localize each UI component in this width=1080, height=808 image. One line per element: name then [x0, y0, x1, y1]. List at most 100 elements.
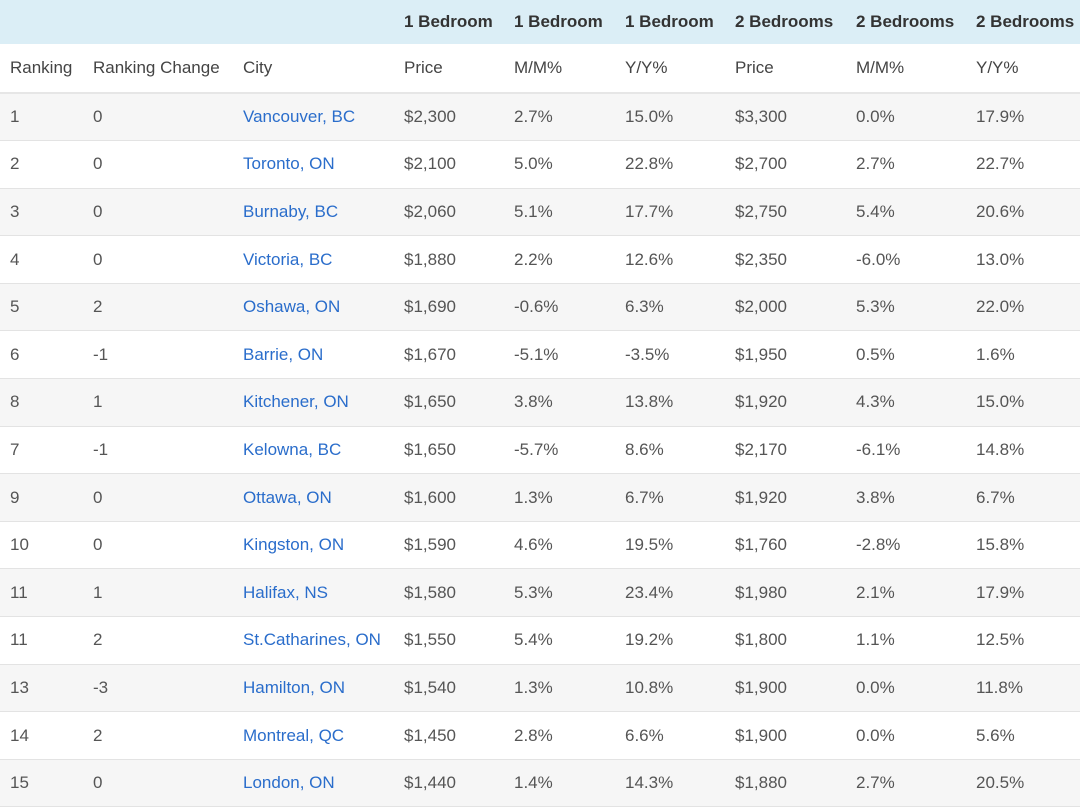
table-row: 15 0 London, ON $1,440 1.4% 14.3% $1,880 2.7% 20… [0, 759, 1080, 808]
column-header-ranking: Ranking [0, 44, 83, 94]
cell-ranking: 15 [0, 759, 83, 808]
city-link[interactable]: Halifax, NS [243, 582, 329, 602]
cell-ranking-change: 2 [83, 283, 233, 332]
cell-2br-mm: 0.0% [846, 664, 966, 713]
cell-1br-yy: 13.8% [615, 378, 725, 427]
cell-1br-yy: 12.6% [615, 235, 725, 284]
cell-2br-yy: 14.8% [966, 426, 1080, 475]
group-header-ranking [0, 0, 83, 44]
cell-city: Toronto, ON [233, 140, 394, 189]
cell-1br-yy: 22.8% [615, 140, 725, 189]
cell-2br-mm: 5.3% [846, 283, 966, 332]
cell-1br-mm: 1.3% [504, 664, 615, 713]
cell-1br-mm: 4.6% [504, 521, 615, 570]
cell-ranking: 9 [0, 473, 83, 522]
cell-1br-price: $1,600 [394, 473, 504, 522]
cell-2br-yy: 6.7% [966, 473, 1080, 522]
table-row: 3 0 Burnaby, BC $2,060 5.1% 17.7% $2,750 5.4% 20… [0, 188, 1080, 237]
city-link[interactable]: Kitchener, ON [243, 392, 349, 412]
cell-1br-mm: -5.1% [504, 330, 615, 380]
city-link[interactable]: St.Catharines, ON [243, 630, 381, 650]
cell-city: Hamilton, ON [233, 664, 394, 713]
table-row: 2 0 Toronto, ON $2,100 5.0% 22.8% $2,700 2.7% 22… [0, 140, 1080, 189]
city-link[interactable]: Montreal, QC [243, 725, 345, 745]
cell-1br-mm: 2.7% [504, 93, 615, 142]
cell-2br-yy: 20.6% [966, 188, 1080, 237]
table-row: 14 2 Montreal, QC $1,450 2.8% 6.6% $1,900 0.0% 5… [0, 711, 1080, 760]
city-link[interactable]: Barrie, ON [243, 344, 324, 364]
cell-1br-yy: 17.7% [615, 188, 725, 237]
cell-ranking-change: 0 [83, 140, 233, 189]
cell-1br-yy: 23.4% [615, 568, 725, 618]
cell-1br-yy: 10.8% [615, 664, 725, 713]
city-link[interactable]: Kingston, ON [243, 535, 345, 555]
cell-ranking-change: 1 [83, 568, 233, 618]
cell-city: Oshawa, ON [233, 283, 394, 332]
cell-2br-mm: 5.4% [846, 188, 966, 237]
table-row: 10 0 Kingston, ON $1,590 4.6% 19.5% $1,760 -2.8… [0, 521, 1080, 570]
city-link[interactable]: Oshawa, ON [243, 297, 341, 317]
cell-1br-mm: 5.4% [504, 616, 615, 665]
cell-city: Kingston, ON [233, 521, 394, 570]
cell-2br-yy: 15.0% [966, 378, 1080, 427]
column-header-city: City [233, 44, 394, 94]
cell-2br-mm: -6.0% [846, 235, 966, 284]
cell-1br-mm: 1.3% [504, 473, 615, 522]
city-link[interactable]: London, ON [243, 773, 335, 793]
cell-2br-mm: -6.1% [846, 426, 966, 475]
cell-ranking: 5 [0, 283, 83, 332]
cell-2br-mm: 1.1% [846, 616, 966, 665]
cell-ranking: 8 [0, 378, 83, 427]
cell-2br-price: $1,900 [725, 711, 846, 760]
cell-city: Vancouver, BC [233, 93, 394, 142]
cell-2br-mm: -2.8% [846, 521, 966, 570]
table-row: 11 1 Halifax, NS $1,580 5.3% 23.4% $1,980 2.1% 1… [0, 568, 1080, 618]
cell-2br-yy: 1.6% [966, 330, 1080, 380]
city-link[interactable]: Hamilton, ON [243, 677, 346, 697]
cell-ranking-change: -1 [83, 426, 233, 475]
city-link[interactable]: Ottawa, ON [243, 487, 332, 507]
cell-2br-yy: 20.5% [966, 759, 1080, 808]
city-link[interactable]: Toronto, ON [243, 154, 335, 174]
group-header-city [233, 0, 394, 44]
table-row: 8 1 Kitchener, ON $1,650 3.8% 13.8% $1,920 4.3%… [0, 378, 1080, 427]
cell-2br-price: $3,300 [725, 93, 846, 142]
cell-2br-mm: 3.8% [846, 473, 966, 522]
cell-2br-mm: 2.1% [846, 568, 966, 618]
cell-1br-price: $1,580 [394, 568, 504, 618]
cell-ranking-change: 0 [83, 521, 233, 570]
cell-1br-mm: 3.8% [504, 378, 615, 427]
city-link[interactable]: Kelowna, BC [243, 439, 342, 459]
cell-ranking-change: 0 [83, 473, 233, 522]
cell-ranking: 11 [0, 616, 83, 665]
cell-1br-price: $2,300 [394, 93, 504, 142]
city-link[interactable]: Burnaby, BC [243, 201, 339, 221]
cell-ranking-change: -3 [83, 664, 233, 713]
cell-city: Burnaby, BC [233, 188, 394, 237]
column-header-2br-price: Price [725, 44, 846, 94]
cell-2br-yy: 15.8% [966, 521, 1080, 570]
city-link[interactable]: Vancouver, BC [243, 107, 356, 127]
group-header-row: 1 Bedroom 1 Bedroom 1 Bedroom 2 Bedrooms 2 B… [0, 0, 1080, 44]
cell-ranking: 2 [0, 140, 83, 189]
cell-ranking-change: 0 [83, 235, 233, 284]
cell-ranking: 1 [0, 93, 83, 142]
cell-1br-mm: 1.4% [504, 759, 615, 808]
city-link[interactable]: Victoria, BC [243, 249, 333, 269]
cell-1br-yy: 15.0% [615, 93, 725, 142]
cell-ranking: 10 [0, 521, 83, 570]
cell-2br-mm: 4.3% [846, 378, 966, 427]
group-header-1br-yy: 1 Bedroom [615, 0, 725, 44]
cell-1br-yy: 19.5% [615, 521, 725, 570]
cell-1br-mm: 5.0% [504, 140, 615, 189]
group-header-2br-yy: 2 Bedrooms [966, 0, 1080, 44]
cell-2br-price: $2,750 [725, 188, 846, 237]
cell-ranking: 4 [0, 235, 83, 284]
cell-1br-price: $1,880 [394, 235, 504, 284]
cell-ranking: 3 [0, 188, 83, 237]
cell-1br-mm: -0.6% [504, 283, 615, 332]
table-row: 1 0 Vancouver, BC $2,300 2.7% 15.0% $3,300 0.0%… [0, 93, 1080, 142]
table-row: 13 -3 Hamilton, ON $1,540 1.3% 10.8% $1,900 0.0… [0, 664, 1080, 713]
column-header-1br-mm: M/M% [504, 44, 615, 94]
cell-1br-price: $1,550 [394, 616, 504, 665]
